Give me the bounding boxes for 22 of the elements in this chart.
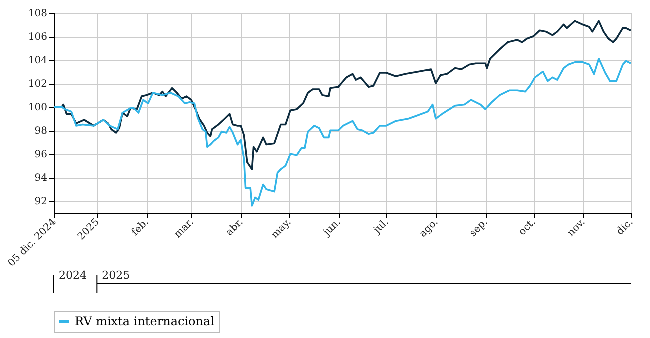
x-tick-label: sep. xyxy=(468,216,490,240)
y-tick-label: 94 xyxy=(34,173,48,184)
text: 2024 xyxy=(59,269,87,282)
y-tick-label: 108 xyxy=(28,8,48,20)
y-tick-label: 102 xyxy=(28,79,48,90)
x-tick-label: feb. xyxy=(130,216,152,238)
y-tick-label: 104 xyxy=(28,56,48,67)
y-tick-label: 98 xyxy=(34,126,48,138)
line-series xyxy=(53,58,632,207)
x-tick-label: abr. xyxy=(224,216,246,238)
legend-label: RV mixta internacional xyxy=(75,314,215,328)
x-tick-label: jun. xyxy=(321,216,344,240)
x-tick-label: jul. xyxy=(371,216,392,237)
y-tick-label: 96 xyxy=(34,150,48,161)
text: 2025 xyxy=(102,269,130,282)
x-tick-label: nov. xyxy=(566,216,588,239)
y-tick-label: 100 xyxy=(28,102,48,114)
y-tick-label: 92 xyxy=(34,196,48,208)
x-tick-label: ago. xyxy=(418,216,441,240)
x-tick-label: dic. xyxy=(614,216,636,238)
y-tick-label: 106 xyxy=(28,32,48,44)
x-tick-label: oct. xyxy=(517,216,538,238)
